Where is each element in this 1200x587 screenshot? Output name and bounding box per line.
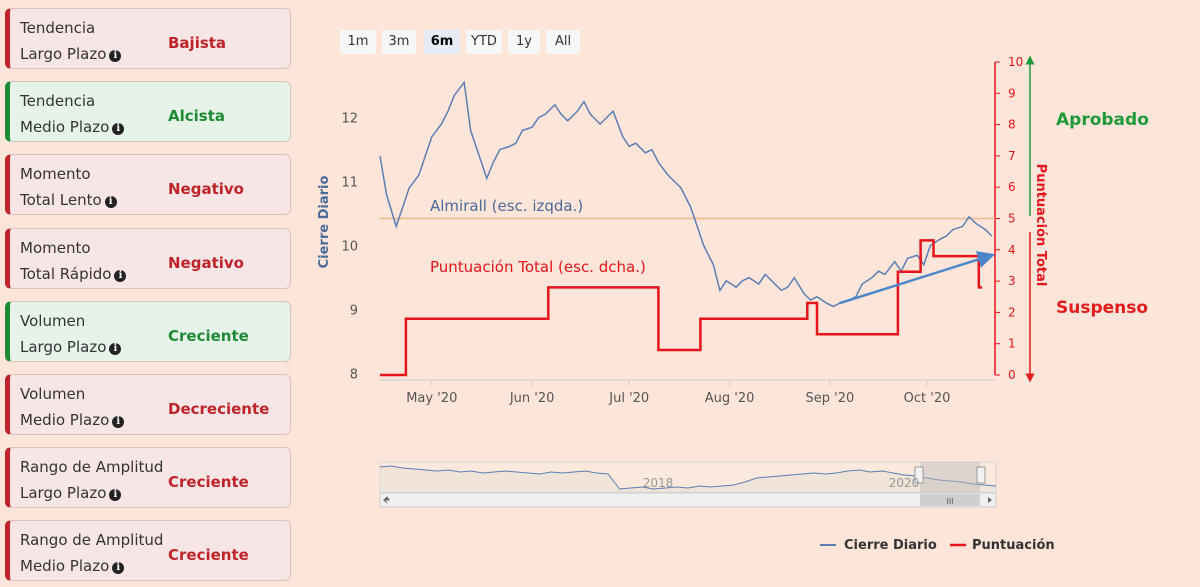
card-status: Negativo xyxy=(168,180,244,199)
card-subtitle: Total Rápido i xyxy=(20,265,127,283)
card-subtitle: Medio Plazo i xyxy=(20,118,125,136)
navigator-year-label: 2018 xyxy=(643,476,674,490)
card-status: Bajista xyxy=(168,34,227,52)
card-subtitle: Largo Plazo i xyxy=(20,45,122,63)
y2-tick-label: 2 xyxy=(1008,305,1016,319)
x-tick-label: Jul '20 xyxy=(608,391,649,406)
scroll-right-icon xyxy=(988,497,992,503)
indicator-card: Tendencia Largo Plazo i Bajista xyxy=(5,8,291,69)
indicator-card: Volumen Largo Plazo i Creciente xyxy=(5,300,291,362)
navigator-year-label: 2020 xyxy=(889,476,920,490)
y2-tick-label: 10 xyxy=(1008,55,1023,69)
card-status: Decreciente xyxy=(168,400,270,418)
card-title: Rango de Amplitud xyxy=(20,531,164,550)
card-title: Volumen xyxy=(20,311,86,330)
y2-tick-label: 6 xyxy=(1008,180,1016,194)
card-subtitle: Largo Plazo i xyxy=(20,484,122,502)
y2-tick-label: 5 xyxy=(1008,212,1016,226)
y2-tick-label: 4 xyxy=(1008,243,1016,257)
card-subtitle: Medio Plazo i xyxy=(20,557,125,575)
indicator-card: Rango de Amplitud Largo Plazo i Creciente xyxy=(5,447,291,509)
navigator-line xyxy=(379,465,997,490)
x-tick-label: Oct '20 xyxy=(904,391,951,406)
card-title: Tendencia xyxy=(20,19,96,37)
card-title: Volumen xyxy=(20,385,86,403)
navigator-handle-right xyxy=(976,466,986,484)
y2-tick-label: 0 xyxy=(1008,368,1016,382)
x-tick-label: Aug '20 xyxy=(705,391,755,406)
card-subtitle: Total Lento i xyxy=(20,191,117,209)
y-tick-label: 8 xyxy=(350,368,358,383)
y-tick-label: 12 xyxy=(341,112,358,127)
approved-label: Aprobado xyxy=(1056,110,1149,130)
card-status: Creciente xyxy=(168,326,249,345)
y-tick-label: 10 xyxy=(341,240,358,255)
info-icon[interactable]: i xyxy=(114,269,127,282)
info-icon[interactable]: i xyxy=(109,50,122,62)
legend-score-label: Puntuación xyxy=(972,538,1055,553)
info-icon[interactable]: i xyxy=(112,562,125,575)
info-icon[interactable]: i xyxy=(112,416,125,428)
price-series-note: Almirall (esc. izqda.) xyxy=(430,197,583,215)
y2-tick-label: 7 xyxy=(1008,149,1016,163)
card-subtitle: Medio Plazo i xyxy=(20,411,125,429)
card-status: Alcista xyxy=(168,107,226,126)
navigator-selection xyxy=(920,462,980,492)
indicator-card: Momento Total Rápido i Negativo xyxy=(5,227,291,289)
score-series-note: Puntuación Total (esc. dcha.) xyxy=(430,258,646,276)
y2-tick-label: 8 xyxy=(1008,118,1016,132)
scroll-left-icon xyxy=(382,496,390,504)
range-button-ytd[interactable]: YTD xyxy=(466,30,502,54)
indicator-card: Rango de Amplitud Medio Plazo i Creciente xyxy=(5,520,291,582)
failed-label: Suspenso xyxy=(1056,298,1149,318)
card-title: Momento xyxy=(20,238,91,257)
range-button-1y[interactable]: 1y xyxy=(508,30,540,54)
trend-arrow xyxy=(839,251,996,305)
navigator-handle-left xyxy=(914,466,924,484)
y-tick-label: 11 xyxy=(341,176,358,191)
range-button-6m[interactable]: 6m xyxy=(424,30,460,54)
y-axis-title: Cierre Diario xyxy=(317,176,332,269)
info-icon[interactable]: i xyxy=(112,123,125,136)
y2-tick-label: 3 xyxy=(1008,274,1016,288)
score-line xyxy=(380,239,983,377)
indicator-card: Momento Total Lento i Negativo xyxy=(5,154,291,216)
y2-tick-label: 9 xyxy=(1008,86,1016,100)
card-title: Tendencia xyxy=(20,92,96,111)
card-title: Rango de Amplitud xyxy=(20,458,164,477)
info-icon[interactable]: i xyxy=(109,489,122,502)
x-tick-label: Sep '20 xyxy=(806,391,855,406)
x-tick-label: Jun '20 xyxy=(509,391,555,406)
card-subtitle: Largo Plazo i xyxy=(20,338,122,356)
scrollbar-grip: III xyxy=(946,497,953,506)
y2-tick-label: 1 xyxy=(1008,337,1016,351)
scrollbar-track xyxy=(379,492,997,508)
price-line xyxy=(379,80,993,308)
range-button-all[interactable]: All xyxy=(546,30,580,54)
card-status: Creciente xyxy=(168,473,249,492)
card-status: Creciente xyxy=(168,546,249,565)
indicator-card: Volumen Medio Plazo i Decreciente xyxy=(5,374,291,435)
x-tick-label: May '20 xyxy=(406,391,457,406)
card-status: Negativo xyxy=(168,253,244,272)
range-button-3m[interactable]: 3m xyxy=(382,30,416,54)
range-button-1m[interactable]: 1m xyxy=(340,30,376,54)
indicator-card: Tendencia Medio Plazo i Alcista xyxy=(5,81,291,143)
card-title: Momento xyxy=(20,165,91,184)
info-icon[interactable]: i xyxy=(109,342,122,355)
legend-price-label: Cierre Diario xyxy=(844,538,937,553)
scrollbar-thumb xyxy=(920,494,980,506)
info-icon[interactable]: i xyxy=(104,196,117,209)
y-tick-label: 9 xyxy=(350,304,358,319)
y2-axis-title: Puntuación Total xyxy=(1033,164,1048,287)
